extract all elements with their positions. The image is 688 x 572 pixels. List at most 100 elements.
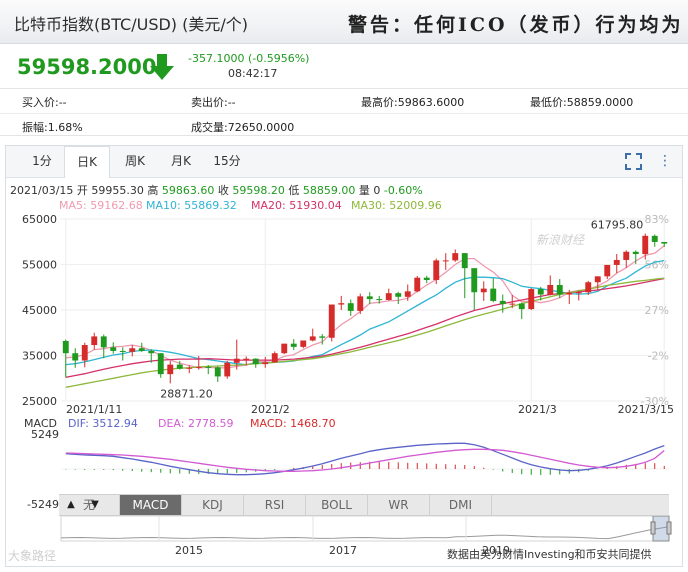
navigator-year-label: 2017 [329, 544, 357, 557]
candle [642, 235, 649, 255]
tab-weekly[interactable]: 周K [125, 154, 145, 168]
tab-1min[interactable]: 1分 [32, 154, 52, 168]
candle [167, 364, 174, 375]
candle [100, 336, 107, 348]
candle [205, 366, 212, 368]
candle [566, 292, 573, 295]
fullscreen-icon[interactable] [625, 153, 642, 170]
indicator-boll[interactable]: BOLL [306, 495, 368, 515]
candle [385, 293, 392, 300]
candle [157, 353, 164, 375]
macd-dea-label: DEA: 2778.59 [158, 417, 233, 430]
percent-tick-label: 27% [645, 304, 669, 317]
candle [594, 276, 601, 283]
high-price: 最高价:59863.6000 [361, 96, 465, 109]
candle [537, 289, 544, 295]
indicator-none[interactable]: 无 [59, 495, 120, 515]
price-tick-label: 25000 [22, 395, 57, 408]
period-tabs: 1分 日K 周K 月K 15分 ⋮ [6, 146, 682, 178]
navigator: 2015 2017 2019 [60, 515, 672, 557]
candle [252, 358, 259, 365]
date-tick-label: 2021/3/15 [618, 403, 674, 416]
candle [138, 348, 145, 351]
candle [224, 362, 231, 377]
indicator-rsi[interactable]: RSI [244, 495, 306, 515]
indicator-tabs: 无 MACD KDJ RSI BOLL WR DMI [59, 494, 669, 516]
candle [129, 348, 136, 352]
candle [499, 300, 506, 305]
chart-panel: 1分 日K 周K 月K 15分 ⋮ 65000 55000 45000 35000 25… [5, 145, 683, 567]
price-tick-label: 35000 [22, 350, 57, 363]
candle [395, 293, 402, 297]
candle [575, 292, 582, 294]
tab-monthly[interactable]: 月K [171, 154, 191, 168]
percent-tick-label: -30% [641, 395, 669, 408]
indicator-macd[interactable]: MACD [120, 495, 182, 515]
candle [528, 289, 535, 310]
macd-tick-label: -5249 [27, 498, 59, 511]
sina-watermark: 新浪财经 [536, 233, 586, 247]
candle [547, 284, 554, 295]
header-bar: 比特币指数(BTC/USD) (美元/个) 警告：任何ICO（发币）行为均为 [0, 0, 688, 44]
data-credit: 数据由英为财情Investing和币安共同提供 [447, 548, 652, 561]
candle [651, 235, 658, 242]
candle [490, 288, 497, 301]
indicator-kdj[interactable]: KDJ [182, 495, 244, 515]
candle [338, 303, 345, 305]
candle [271, 353, 278, 363]
ma30-line [65, 277, 665, 388]
low-price: 最低价:58859.0000 [530, 96, 634, 109]
candle [290, 343, 297, 347]
volume: 成交量:72650.0000 [191, 121, 295, 134]
navigator-handle [650, 521, 656, 535]
page-title: 比特币指数(BTC/USD) (美元/个) [14, 15, 249, 34]
candle [518, 303, 525, 310]
macd-panel: MACD DIF: 3512.94 DEA: 2778.59 MACD: 1468.7… [24, 417, 669, 511]
candle [281, 343, 288, 354]
candle [471, 268, 478, 293]
price-tick-label: 65000 [22, 213, 57, 226]
date-tick-label: 2021/1/11 [66, 403, 122, 416]
moving-average-lines [65, 245, 665, 388]
ohlc-readout: 2021/03/15 开 59955.30 高 59863.60 收 59598… [10, 183, 423, 197]
indicator-dmi[interactable]: DMI [430, 495, 492, 515]
ma-legend-item: MA5: 59162.68 [59, 199, 143, 212]
candle [347, 303, 354, 311]
price-tick-label: 45000 [22, 304, 57, 317]
candle [376, 299, 383, 301]
more-options-icon[interactable]: ⋮ [658, 153, 672, 169]
tab-15min[interactable]: 15分 [213, 154, 241, 168]
down-arrow-icon [150, 54, 174, 80]
candle [328, 304, 335, 338]
candle [414, 277, 421, 292]
navigator-year-label: 2015 [175, 544, 203, 557]
candle [442, 260, 449, 262]
bid-price: 买入价:-- [22, 96, 67, 109]
price-change: -357.1000 (-0.5956%) [188, 52, 310, 65]
scroll-down-button[interactable]: ▼ [91, 499, 99, 510]
candle [214, 367, 221, 377]
candle [233, 358, 240, 363]
tab-daily[interactable]: 日K [64, 146, 110, 178]
candle [509, 303, 516, 305]
candle [433, 260, 440, 280]
ma-legend-item: MA20: 51930.04 [251, 199, 342, 212]
candle [623, 251, 630, 260]
corner-watermark: 大象路径 [8, 549, 57, 563]
candles [62, 233, 668, 384]
ask-price: 卖出价:-- [191, 96, 236, 109]
quote-time: 08:42:17 [228, 67, 278, 80]
macd-dif-label: DIF: 3512.94 [68, 417, 138, 430]
ma-legend-item: MA10: 55869.32 [146, 199, 237, 212]
candle [72, 353, 79, 361]
candle [585, 282, 592, 293]
kline-chart[interactable]: 65000 55000 45000 35000 25000 83% 56% 27% -2% -30… [6, 179, 682, 567]
candle [119, 350, 126, 352]
macd-tick-label: 5249 [31, 428, 59, 441]
indicator-wr[interactable]: WR [368, 495, 430, 515]
scroll-up-button[interactable]: ▲ [67, 499, 75, 510]
candle [404, 291, 411, 297]
candle [604, 264, 611, 277]
percent-tick-label: 83% [645, 213, 669, 226]
candle [262, 362, 269, 365]
